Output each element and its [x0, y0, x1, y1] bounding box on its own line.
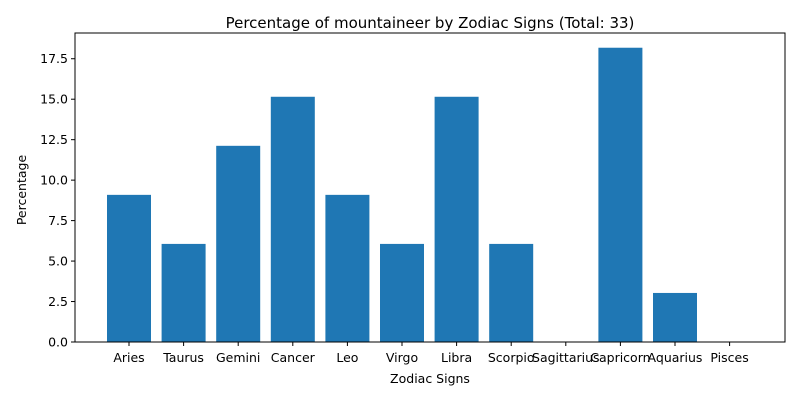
bar-gemini	[216, 145, 261, 342]
bar-libra	[434, 96, 479, 343]
x-tick-label-scorpio: Scorpio	[488, 350, 535, 365]
x-tick-label-libra: Libra	[441, 350, 472, 365]
bar-aries	[107, 194, 151, 342]
y-tick-label: 0.0	[48, 335, 68, 350]
y-tick-label: 7.5	[48, 213, 68, 228]
x-axis-label: Zodiac Signs	[390, 371, 470, 386]
x-tick-label-leo: Leo	[336, 350, 358, 365]
y-tick-label: 17.5	[40, 51, 68, 66]
plot-frame	[74, 32, 786, 343]
bar-scorpio	[489, 243, 534, 342]
x-tick-label-gemini: Gemini	[216, 350, 260, 365]
y-axis: 0.0 2.5 5.0 7.5 10.0 12.5 15.0 17.5	[40, 51, 75, 350]
bar-capricorn	[598, 47, 643, 342]
bar-virgo	[380, 243, 424, 342]
y-tick-label: 5.0	[48, 254, 68, 269]
y-axis-label: Percentage	[14, 155, 29, 226]
bars-group	[107, 47, 697, 343]
x-tick-label-taurus: Taurus	[162, 350, 204, 365]
bar-cancer	[270, 96, 315, 343]
x-tick-label-virgo: Virgo	[386, 350, 418, 365]
y-tick-label: 12.5	[40, 132, 68, 147]
bar-taurus	[161, 243, 206, 342]
y-tick-label: 10.0	[40, 173, 68, 188]
x-tick-label-capricorn: Capricorn	[590, 350, 650, 365]
x-axis: Aries Taurus Gemini Cancer Leo Virgo Libra Scor…	[113, 342, 749, 365]
x-tick-label-aries: Aries	[113, 350, 144, 365]
x-tick-label-cancer: Cancer	[271, 350, 316, 365]
chart-title: Percentage of mountaineer by Zodiac Sign…	[226, 14, 635, 32]
x-tick-label-sagittarius: Sagittarius	[532, 350, 600, 365]
bar-aquarius	[653, 292, 697, 342]
x-tick-label-aquarius: Aquarius	[648, 350, 703, 365]
y-tick-label: 2.5	[48, 294, 68, 309]
y-tick-label: 15.0	[40, 92, 68, 107]
x-tick-label-pisces: Pisces	[710, 350, 748, 365]
bar-leo	[325, 194, 370, 342]
